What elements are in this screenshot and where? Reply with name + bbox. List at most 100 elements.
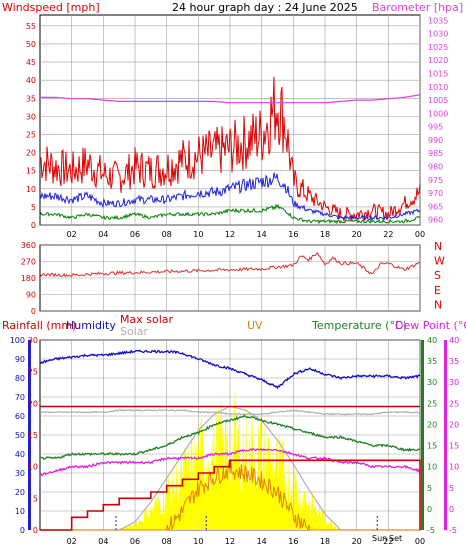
- series-rainfall: [40, 459, 421, 531]
- x-tick-label: 16: [288, 230, 298, 239]
- barometer-tick-label: 1010: [428, 83, 448, 92]
- rainfall-tick-label: 0: [33, 526, 38, 535]
- humidity-tick-label: 60: [15, 412, 25, 421]
- temperature-tick-label: 40: [427, 336, 437, 345]
- multi-series: [39, 349, 421, 532]
- x-tick-label: 20: [352, 537, 362, 546]
- humidity-tick-label: 10: [15, 507, 25, 516]
- dewpoint-tick-label: 5: [449, 484, 454, 493]
- humidity-tick-label: 30: [15, 469, 25, 478]
- rainfall-tick-label: 5: [33, 494, 38, 503]
- dewpoint-tick-label: 10: [449, 463, 459, 472]
- barometer-tick-label: 1035: [428, 16, 448, 25]
- temperature-tick-label: 15: [427, 442, 437, 451]
- dewpoint-tick-label: -5: [449, 526, 457, 535]
- temperature-tick-label: 0: [427, 505, 432, 514]
- barometer-tick-label: 985: [428, 149, 443, 158]
- series-windspeed-low: [39, 203, 421, 225]
- barometer-tick-label: 1030: [428, 30, 448, 39]
- x-tick-label: 14: [257, 537, 267, 546]
- humidity-axis-label: Humidity: [66, 319, 116, 332]
- barometer-tick-label: 980: [428, 163, 443, 172]
- x-tick-label: 14: [257, 230, 267, 239]
- barometer-axis-label: Barometer [hpa]: [372, 1, 463, 14]
- humidity-tick-label: 70: [15, 393, 25, 402]
- barometer-tick-label: 1015: [428, 69, 448, 78]
- x-tick-label: 10: [193, 230, 203, 239]
- x-tick-label: 00: [415, 230, 425, 239]
- humidity-tick-label: 40: [15, 450, 25, 459]
- direction-tick-label: 0: [31, 307, 36, 316]
- compass-label: N: [434, 298, 442, 311]
- dewpoint-tick-label: 30: [449, 378, 459, 387]
- wind-series: [39, 76, 421, 225]
- compass-label: E: [434, 284, 441, 297]
- barometer-tick-label: 1000: [428, 109, 448, 118]
- barometer-tick-label: 965: [428, 202, 443, 211]
- dewpoint-tick-label: 15: [449, 442, 459, 451]
- solar-fill: [40, 390, 420, 530]
- series-dew-point: [39, 448, 421, 477]
- max-solar-axis-label: Max solar: [120, 313, 173, 326]
- barometer-tick-label: 975: [428, 176, 443, 185]
- wind-ticks: 0510152025303540455055960965970975980985…: [26, 16, 449, 239]
- windspeed-tick-label: 0: [31, 221, 36, 230]
- temperature-tick-label: -5: [427, 526, 435, 535]
- dewpoint-tick-label: 35: [449, 357, 459, 366]
- direction-grid: [40, 244, 421, 312]
- x-tick-label: 02: [67, 230, 77, 239]
- x-tick-label: 00: [415, 537, 425, 546]
- humidity-tick-label: 0: [20, 526, 25, 535]
- series-humidity: [39, 349, 421, 390]
- windspeed-tick-label: 15: [26, 167, 36, 176]
- humidity-tick-label: 100: [10, 336, 25, 345]
- page-title: 24 hour graph day : 24 June 2025: [172, 1, 358, 14]
- windspeed-tick-label: 5: [31, 203, 36, 212]
- humidity-tick-label: 50: [15, 431, 25, 440]
- direction-tick-label: 180: [21, 274, 36, 283]
- windspeed-tick-label: 35: [26, 94, 36, 103]
- windspeed-tick-label: 50: [26, 40, 36, 49]
- windspeed-axis-label: Windspeed [mph]: [2, 1, 100, 14]
- x-tick-label: 10: [193, 537, 203, 546]
- rainfall-tick-label: 20: [28, 399, 38, 408]
- x-tick-label: 12: [225, 230, 235, 239]
- barometer-tick-label: 970: [428, 189, 443, 198]
- series-wind-direction: [39, 251, 421, 278]
- x-tick-label: 16: [288, 537, 298, 546]
- solar-axis-label: Solar: [120, 325, 149, 338]
- compass-label: S: [434, 269, 441, 282]
- temperature-tick-label: 5: [427, 484, 432, 493]
- rainfall-tick-label: 10: [28, 463, 38, 472]
- sunset-label: Set: [389, 534, 402, 543]
- windspeed-tick-label: 10: [26, 185, 36, 194]
- compass-label: N: [434, 240, 442, 253]
- x-tick-label: 18: [320, 537, 330, 546]
- x-tick-label: 04: [98, 230, 108, 239]
- series-windspeed: [39, 76, 421, 223]
- dewpoint-tick-label: 25: [449, 399, 459, 408]
- windspeed-tick-label: 45: [26, 58, 36, 67]
- dewpoint-tick-label: 20: [449, 420, 459, 429]
- direction-series: [39, 251, 421, 278]
- rainfall-axis-label: Rainfall (mm): [2, 319, 76, 332]
- x-tick-label: 12: [225, 537, 235, 546]
- barometer-tick-label: 1005: [428, 96, 448, 105]
- windspeed-tick-label: 40: [26, 76, 36, 85]
- rainfall-tick-label: 15: [28, 431, 38, 440]
- humidity-tick-label: 90: [15, 355, 25, 364]
- x-tick-label: 08: [162, 537, 172, 546]
- series-windspeed-avg: [39, 172, 421, 222]
- wind-grid: [40, 15, 421, 226]
- barometer-tick-label: 960: [428, 216, 443, 225]
- temperature-tick-label: 20: [427, 420, 437, 429]
- temperature-axis-bar: [421, 340, 424, 530]
- temperature-tick-label: 30: [427, 378, 437, 387]
- compass-label: W: [434, 255, 445, 268]
- series-barometer: [40, 94, 421, 104]
- windspeed-tick-label: 30: [26, 112, 36, 121]
- windspeed-tick-label: 55: [26, 22, 36, 31]
- barometer-tick-label: 1020: [428, 56, 448, 65]
- rainfall-tick-label: 25: [28, 368, 38, 377]
